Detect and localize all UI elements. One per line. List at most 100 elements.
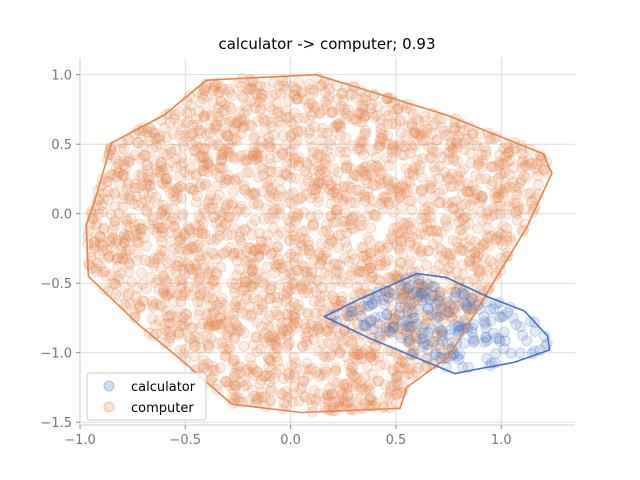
- data-point: [251, 331, 262, 343]
- data-point: [341, 191, 353, 203]
- data-point: [392, 227, 404, 239]
- data-point: [395, 216, 407, 228]
- data-point: [215, 155, 227, 167]
- data-point: [258, 271, 270, 283]
- data-point: [332, 204, 344, 216]
- data-point: [444, 301, 456, 313]
- data-point: [382, 272, 394, 284]
- data-point: [355, 214, 367, 226]
- data-point: [359, 124, 371, 136]
- data-point: [235, 249, 247, 261]
- data-point: [219, 104, 231, 116]
- data-point: [299, 363, 311, 375]
- data-point: [214, 171, 226, 183]
- data-point: [403, 120, 415, 132]
- data-point: [398, 362, 410, 374]
- data-point: [435, 197, 446, 209]
- data-point: [112, 252, 124, 264]
- data-point: [409, 312, 421, 324]
- data-point: [223, 321, 235, 333]
- data-point: [332, 242, 344, 254]
- data-point: [140, 205, 152, 217]
- data-point: [187, 119, 199, 131]
- data-point: [179, 166, 191, 178]
- data-point: [354, 274, 366, 286]
- data-point: [455, 243, 467, 255]
- data-point: [198, 240, 210, 251]
- data-point: [162, 326, 174, 338]
- data-point: [184, 227, 196, 239]
- data-point: [407, 296, 418, 308]
- data-point: [181, 95, 193, 107]
- data-point: [356, 219, 368, 231]
- data-point: [97, 245, 109, 257]
- data-point: [529, 325, 541, 337]
- data-point: [305, 320, 317, 332]
- data-point: [276, 262, 287, 274]
- data-point: [329, 295, 341, 307]
- data-point: [198, 143, 210, 155]
- data-point: [511, 214, 523, 226]
- data-point: [297, 375, 309, 387]
- data-point: [385, 304, 397, 315]
- legend-label-calculator: calculator: [131, 380, 196, 395]
- data-point: [130, 224, 142, 236]
- data-point: [258, 115, 270, 127]
- series-points-computer: [82, 72, 553, 418]
- data-point: [223, 326, 235, 337]
- data-point: [194, 267, 206, 279]
- data-point: [233, 77, 244, 89]
- data-point: [354, 266, 366, 278]
- data-point: [276, 119, 288, 131]
- data-point: [281, 324, 293, 336]
- data-point: [310, 395, 322, 407]
- data-point: [233, 302, 244, 314]
- data-point: [417, 194, 429, 206]
- data-point: [353, 184, 365, 196]
- data-point: [136, 223, 148, 235]
- data-point: [460, 198, 472, 210]
- data-point: [319, 96, 331, 108]
- data-point: [388, 206, 400, 218]
- data-point: [422, 310, 434, 322]
- data-point: [365, 272, 377, 284]
- data-point: [380, 192, 392, 204]
- data-point: [123, 287, 135, 299]
- data-point: [342, 104, 354, 116]
- data-point: [313, 176, 325, 188]
- data-point: [229, 174, 241, 186]
- data-point: [220, 376, 232, 388]
- data-point: [526, 195, 538, 207]
- chart-title: calculator -> computer; 0.93: [218, 35, 435, 53]
- data-point: [287, 225, 299, 237]
- data-point: [161, 149, 173, 161]
- data-point: [316, 252, 328, 264]
- data-point: [397, 323, 409, 334]
- data-point: [204, 320, 216, 332]
- data-point: [229, 301, 241, 313]
- data-point: [394, 257, 406, 269]
- data-point: [411, 241, 423, 253]
- data-point: [186, 139, 198, 151]
- data-point: [290, 215, 302, 227]
- data-point: [187, 243, 199, 255]
- axes: [76, 58, 575, 429]
- data-point: [486, 161, 498, 173]
- data-point: [195, 288, 207, 300]
- data-point: [165, 215, 177, 227]
- data-point: [472, 159, 484, 171]
- data-point: [475, 190, 487, 202]
- data-point: [190, 196, 202, 208]
- data-point: [406, 118, 417, 129]
- data-point: [372, 375, 384, 387]
- data-point: [348, 345, 360, 357]
- data-point: [416, 250, 428, 262]
- data-point: [355, 163, 367, 175]
- data-point: [109, 278, 121, 290]
- data-point: [494, 208, 506, 220]
- data-point: [269, 267, 281, 279]
- data-point: [174, 181, 186, 193]
- data-point: [195, 127, 207, 139]
- data-point: [249, 245, 261, 257]
- data-point: [290, 362, 302, 374]
